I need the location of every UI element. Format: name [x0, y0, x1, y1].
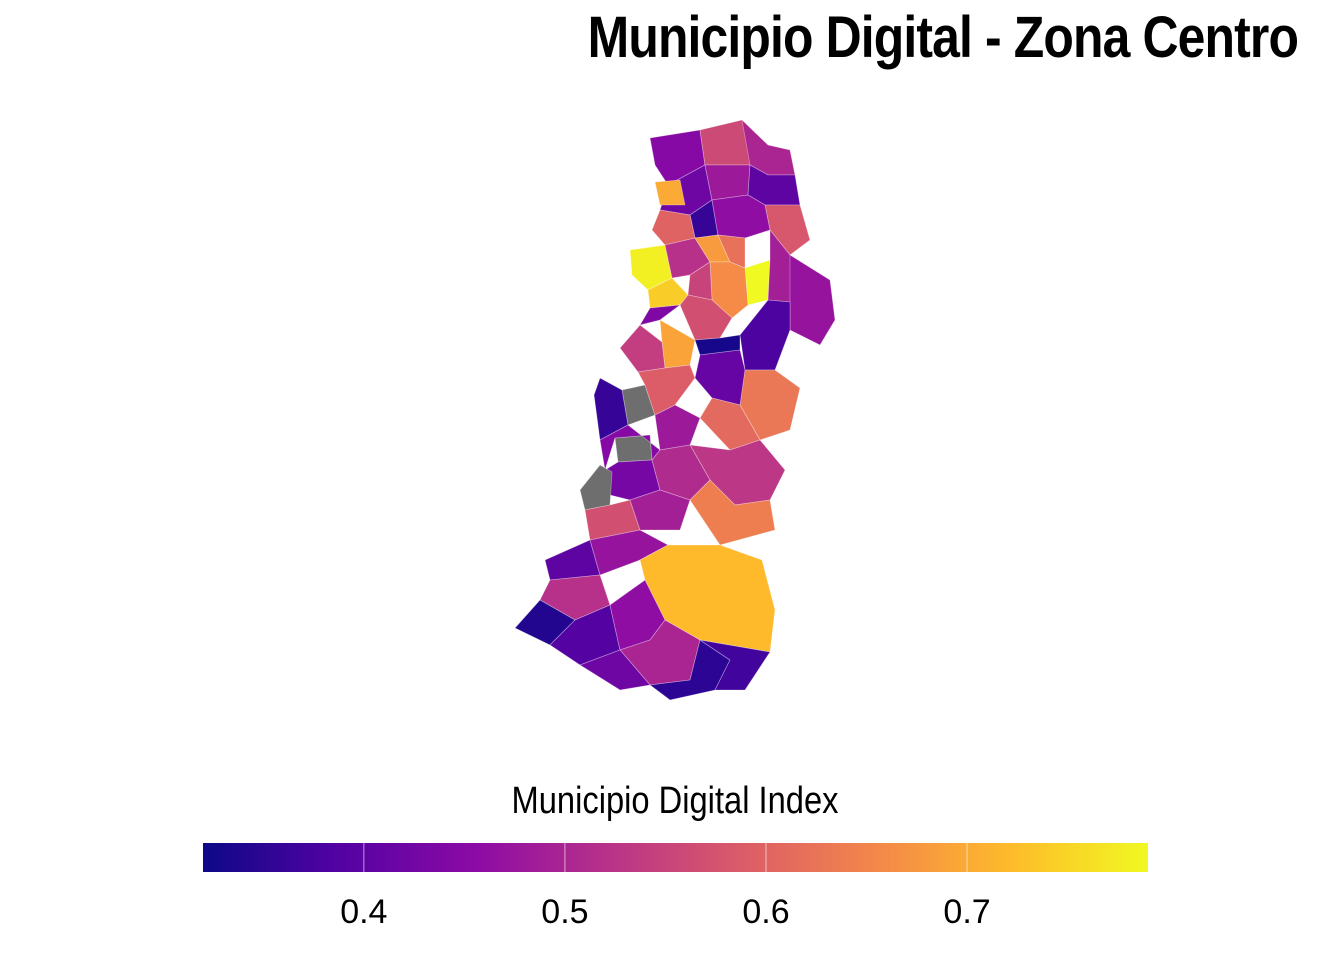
color-legend: 0.4 0.5 0.6 0.7 [203, 843, 1148, 931]
map-region [654, 179, 686, 206]
map-region [789, 254, 836, 346]
map-region [619, 324, 666, 373]
map-region [639, 304, 681, 326]
map-region-missing [579, 464, 613, 511]
map-region [704, 164, 751, 201]
legend-tick-label: 0.4 [340, 893, 387, 931]
map-region [744, 259, 771, 306]
legend-tick-label: 0.6 [742, 893, 789, 931]
map-region [689, 439, 786, 506]
map-region [699, 397, 761, 451]
legend-colorbar [203, 843, 1148, 872]
map-region [699, 639, 771, 691]
choropleth-map [514, 119, 836, 701]
map-region [694, 349, 746, 406]
map-title: Municipio Digital - Zona Centro [587, 5, 1299, 70]
map-region [637, 364, 696, 416]
map-region [764, 204, 811, 256]
legend-title: Municipio Digital Index [511, 780, 839, 822]
map-region [739, 299, 791, 371]
map-region [629, 489, 691, 531]
legend-tick-label: 0.5 [541, 893, 588, 931]
map-region [599, 424, 661, 471]
map-region [694, 334, 741, 356]
legend-tick-label: 0.7 [943, 893, 990, 931]
map-region [654, 404, 701, 451]
